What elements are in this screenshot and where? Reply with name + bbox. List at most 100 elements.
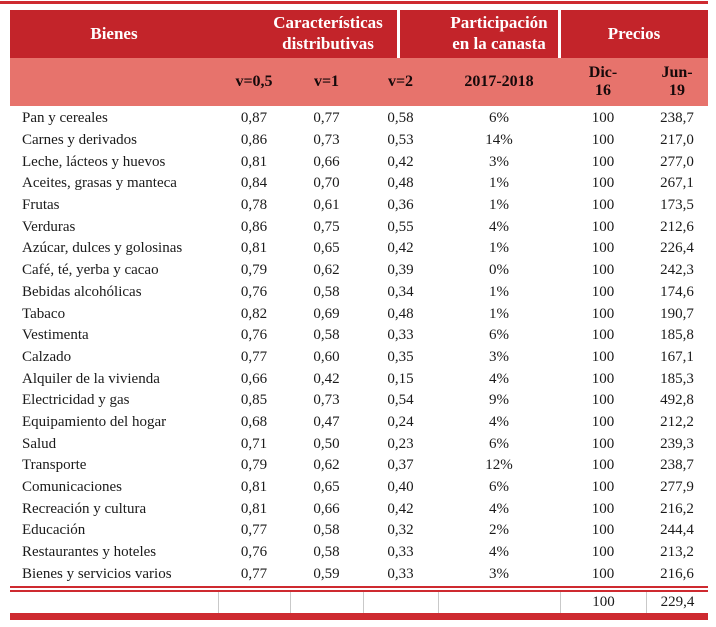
subheader-jun19-line1: Jun- (661, 63, 693, 81)
cell-dic16: 100 (591, 240, 615, 257)
cell-dic16: 100 (591, 153, 615, 170)
table-row: Café, té, yerba y cacao 0,79 0,62 0,39 0% 100… (10, 260, 708, 282)
cell-v2: 0,42 (387, 240, 414, 257)
cell-v2: 0,32 (387, 522, 414, 539)
table-row: Salud 0,71 0,50 0,23 6% 100 239,3 (10, 433, 708, 455)
cell-v1: 0,66 (313, 153, 340, 170)
cell-v2: 0,23 (387, 435, 414, 452)
subheader-period: 2017-2018 (438, 58, 560, 106)
cell-share: 9% (489, 392, 509, 409)
header-precios-label: Precios (607, 23, 661, 43)
cell-dic16: 100 (591, 327, 615, 344)
cell-v1: 0,61 (313, 197, 340, 214)
header-participacion-line1: Participación (450, 13, 548, 33)
cell-v2: 0,35 (387, 348, 414, 365)
bottom-rule-bar (10, 613, 708, 620)
total-cell-v2 (363, 592, 438, 613)
subheader-dic16-line1: Dic- (588, 63, 618, 81)
cell-share: 6% (489, 479, 509, 496)
table-row: Aceites, grasas y manteca 0,84 0,70 0,48 1% 1… (10, 173, 708, 195)
cell-v1: 0,77 (313, 110, 340, 127)
table-row: Tabaco 0,82 0,69 0,48 1% 100 190,7 (10, 303, 708, 325)
cell-label: Tabaco (22, 305, 66, 322)
cell-v1: 0,62 (313, 262, 340, 279)
cell-v05: 0,81 (240, 153, 268, 170)
cell-v05: 0,81 (240, 479, 268, 496)
cell-share: 4% (489, 370, 509, 387)
cell-v1: 0,47 (313, 413, 340, 430)
cell-v2: 0,34 (387, 283, 414, 300)
cell-dic16: 100 (591, 565, 615, 582)
cell-share: 6% (489, 435, 509, 452)
cell-v05: 0,81 (240, 240, 268, 257)
cell-v05: 0,77 (240, 348, 268, 365)
double-rule-line (10, 586, 708, 592)
cell-label: Leche, lácteos y huevos (22, 153, 166, 170)
cell-label: Educación (22, 522, 86, 539)
cell-v2: 0,24 (387, 413, 414, 430)
cell-v2: 0,39 (387, 262, 414, 279)
cell-v2: 0,15 (387, 370, 414, 387)
cell-dic16: 100 (591, 392, 615, 409)
subheader-v2-label: v=2 (387, 72, 414, 90)
cell-jun19: 212,6 (660, 218, 694, 235)
total-cell-jun19: 229,4 (646, 592, 708, 613)
cell-v1: 0,65 (313, 479, 340, 496)
subheader-v1-label: v=1 (313, 72, 340, 90)
total-cell-v1 (290, 592, 363, 613)
cell-label: Restaurantes y hoteles (22, 544, 157, 561)
cell-jun19: 242,3 (660, 262, 694, 279)
cell-v1: 0,42 (313, 370, 340, 387)
subheader-v2: v=2 (363, 58, 438, 106)
cell-jun19: 239,3 (660, 435, 694, 452)
cell-v1: 0,58 (313, 522, 340, 539)
cell-dic16: 100 (591, 283, 615, 300)
cell-jun19: 167,1 (660, 348, 694, 365)
cell-dic16: 100 (591, 218, 615, 235)
cell-share: 6% (489, 327, 509, 344)
cell-v1: 0,70 (313, 175, 340, 192)
cell-dic16: 100 (591, 110, 615, 127)
table-row: Alquiler de la vivienda 0,66 0,42 0,15 4% 100… (10, 368, 708, 390)
subheader-dic16-line2: 16 (595, 82, 611, 99)
cell-label: Calzado (22, 348, 72, 365)
cell-jun19: 185,8 (660, 327, 694, 344)
cell-dic16: 100 (591, 522, 615, 539)
cell-v05: 0,76 (240, 544, 268, 561)
cell-share: 12% (485, 457, 513, 474)
cell-v2: 0,53 (387, 132, 414, 149)
total-jun19-value: 229,4 (660, 594, 695, 610)
cell-v1: 0,66 (313, 500, 340, 517)
header-separator-1 (397, 10, 400, 58)
cell-v05: 0,84 (240, 175, 268, 192)
cell-label: Transporte (22, 457, 87, 474)
cell-v2: 0,40 (387, 479, 414, 496)
cell-label: Frutas (22, 197, 60, 214)
cell-label: Carnes y derivados (22, 132, 137, 149)
cell-jun19: 267,1 (660, 175, 694, 192)
cell-label: Pan y cereales (22, 110, 108, 127)
cell-v1: 0,50 (313, 435, 340, 452)
top-rule-line (0, 1, 708, 4)
table-row: Pan y cereales 0,87 0,77 0,58 6% 100 238,7 (10, 108, 708, 130)
cell-dic16: 100 (591, 132, 615, 149)
header-caracteristicas-line1: Características (273, 13, 383, 33)
cell-jun19: 174,6 (660, 283, 694, 300)
total-dic16-value: 100 (592, 594, 615, 610)
cell-v05: 0,77 (240, 565, 268, 582)
cell-jun19: 238,7 (660, 110, 694, 127)
cell-share: 4% (489, 218, 509, 235)
cell-label: Aceites, grasas y manteca (22, 175, 177, 192)
subheader-period-label: 2017-2018 (464, 72, 534, 90)
cell-jun19: 216,6 (660, 565, 694, 582)
cell-jun19: 277,0 (660, 153, 694, 170)
cell-v1: 0,75 (313, 218, 340, 235)
cell-v1: 0,60 (313, 348, 340, 365)
cell-v05: 0,85 (240, 392, 268, 409)
cell-v1: 0,59 (313, 565, 340, 582)
cell-v2: 0,48 (387, 305, 414, 322)
cell-jun19: 216,2 (660, 500, 694, 517)
cell-v05: 0,68 (240, 413, 268, 430)
cell-v2: 0,48 (387, 175, 414, 192)
cell-jun19: 238,7 (660, 457, 694, 474)
